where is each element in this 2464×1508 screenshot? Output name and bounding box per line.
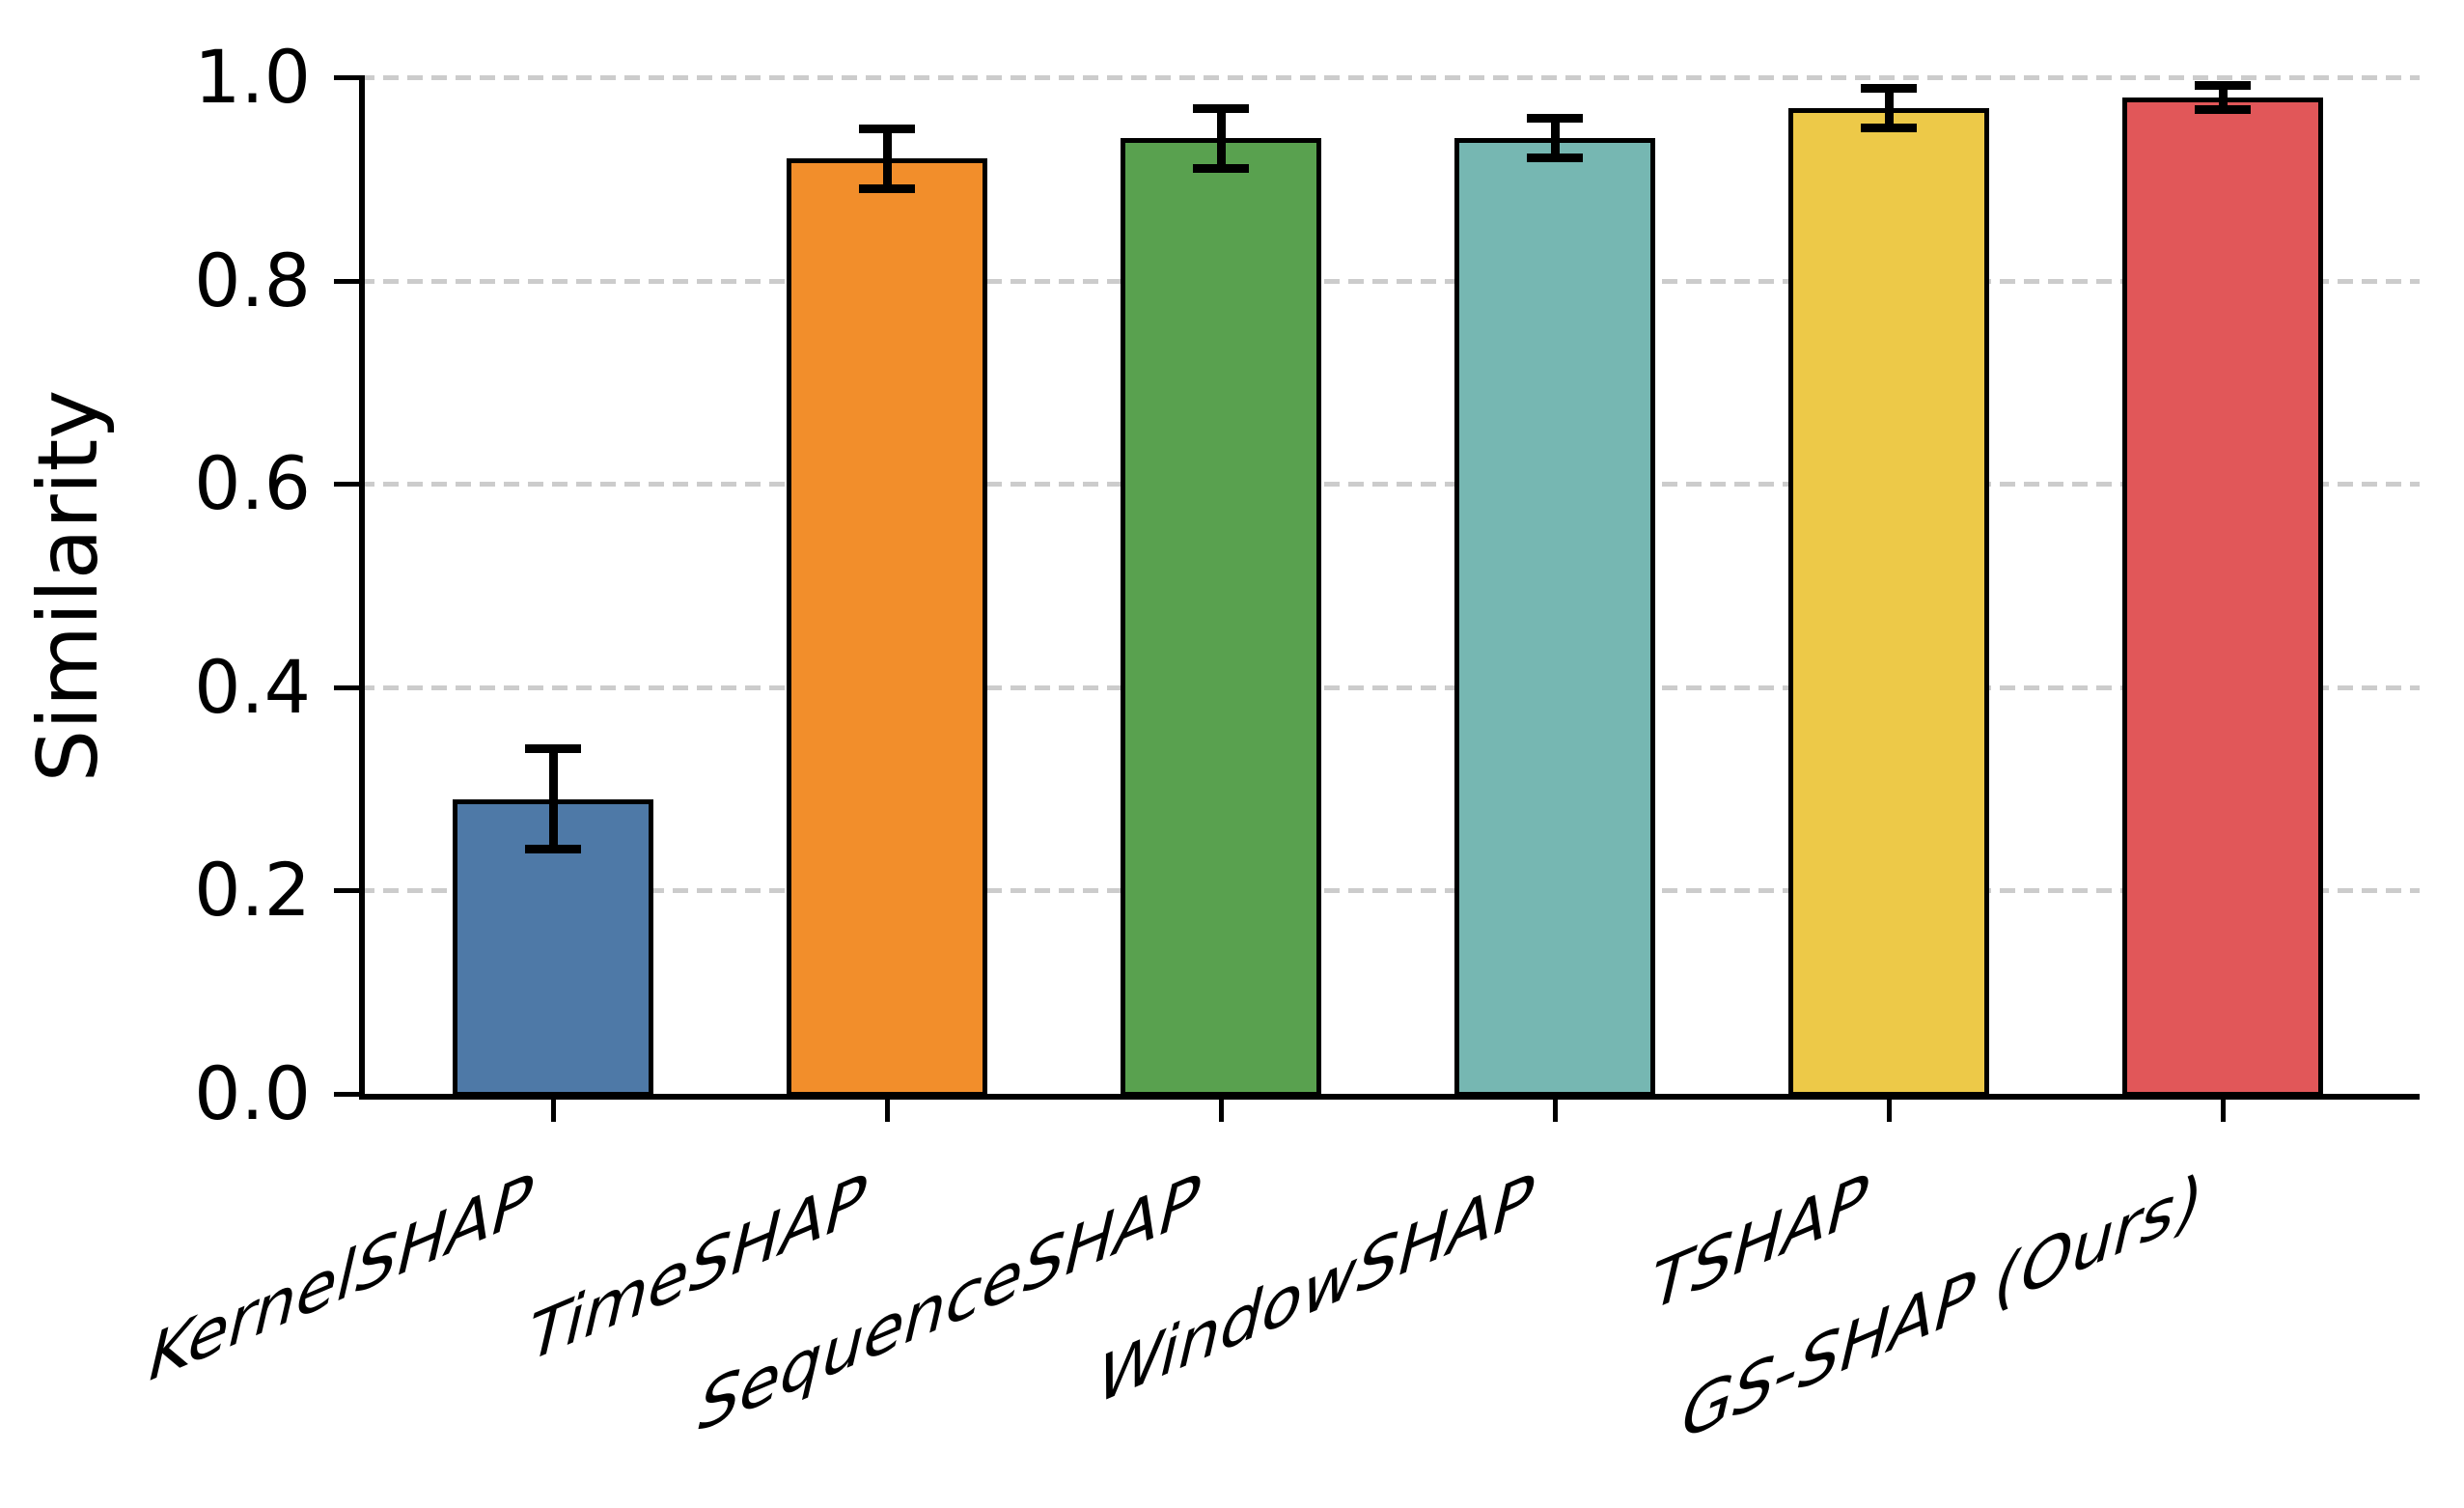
x-tick-label: KernelSHAP <box>139 1157 541 1401</box>
error-bar-cap-bottom <box>1527 154 1583 163</box>
error-bar <box>1216 107 1226 169</box>
y-tick-label: 0.8 <box>194 237 311 323</box>
x-axis-spine <box>359 1094 2420 1100</box>
gridline <box>359 888 2420 894</box>
x-tick-mark <box>551 1096 556 1122</box>
y-tick-mark <box>334 1092 359 1097</box>
y-tick-label: 0.0 <box>194 1050 311 1136</box>
error-bar-cap-bottom <box>525 845 581 854</box>
error-bar-cap-bottom <box>859 183 915 193</box>
x-tick-mark <box>1219 1096 1224 1122</box>
x-tick-label: TSHAP <box>1641 1157 1877 1329</box>
bar <box>2122 98 2323 1097</box>
y-tick-mark <box>334 684 359 690</box>
x-tick-mark <box>1887 1096 1892 1122</box>
x-tick-mark <box>1553 1096 1558 1122</box>
bar <box>1454 138 1655 1097</box>
y-tick-mark <box>334 75 359 80</box>
error-bar <box>548 747 558 851</box>
y-tick-label: 1.0 <box>194 34 311 120</box>
error-bar-cap-top <box>525 743 581 753</box>
error-bar <box>1884 87 1894 128</box>
error-bar <box>882 127 892 189</box>
error-bar-cap-bottom <box>2195 104 2251 114</box>
error-bar <box>1550 118 1560 159</box>
gridline <box>359 482 2420 488</box>
error-bar-cap-top <box>2195 81 2251 91</box>
bar <box>787 158 987 1097</box>
y-tick-label: 0.4 <box>194 643 311 730</box>
gridline <box>359 75 2420 80</box>
error-bar-cap-bottom <box>1193 163 1249 173</box>
y-tick-mark <box>334 888 359 894</box>
y-tick-mark <box>334 482 359 488</box>
y-tick-label: 0.2 <box>194 847 311 934</box>
y-tick-mark <box>334 278 359 284</box>
bar <box>1121 138 1321 1097</box>
gridline <box>359 684 2420 690</box>
x-tick-mark <box>2221 1096 2226 1122</box>
gridline <box>359 278 2420 284</box>
error-bar-cap-top <box>1193 103 1249 113</box>
error-bar-cap-top <box>1861 83 1917 93</box>
y-tick-label: 0.6 <box>194 440 311 527</box>
error-bar-cap-top <box>1527 114 1583 124</box>
bar <box>1788 107 1989 1097</box>
y-axis-spine <box>359 75 365 1099</box>
x-tick-mark <box>885 1096 890 1122</box>
error-bar <box>2218 85 2228 110</box>
error-bar-cap-top <box>859 124 915 133</box>
x-tick-label: GS-SHAP (Ours) <box>1672 1157 2211 1459</box>
error-bar-cap-bottom <box>1861 123 1917 132</box>
